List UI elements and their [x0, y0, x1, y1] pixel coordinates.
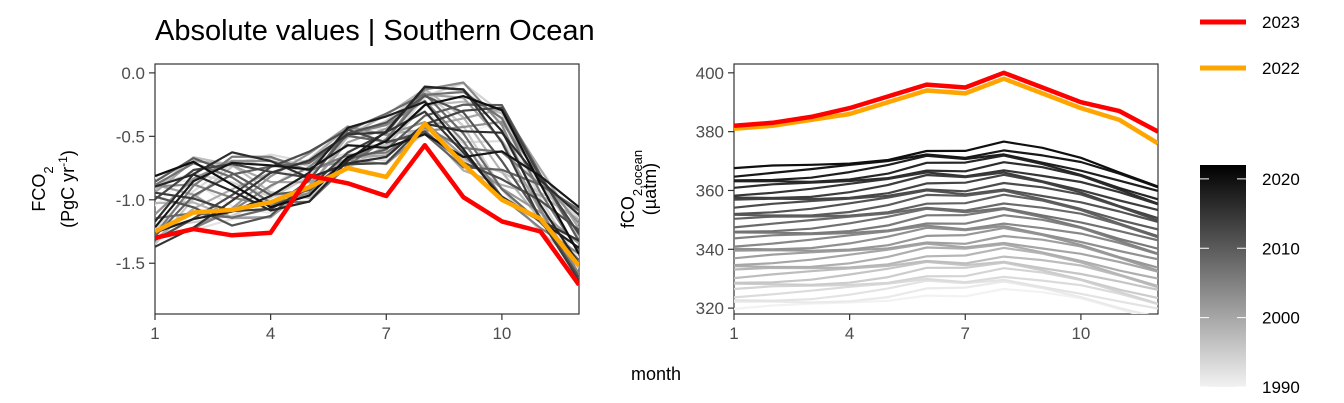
- right-y-tick-label: 320: [696, 299, 724, 318]
- legend-label-2022: 2022: [1262, 59, 1300, 78]
- left-series-line-2022: [155, 121, 579, 268]
- chart-title: Absolute values | Southern Ocean: [155, 15, 595, 47]
- left-x-tick-label: 1: [150, 324, 159, 343]
- colorbar-gradient: [1200, 165, 1246, 387]
- left-x-tick-label: 7: [382, 324, 391, 343]
- right-series-line-2010: [734, 189, 1158, 231]
- right-y-tick-label: 360: [696, 181, 724, 200]
- left-series-line-2010: [155, 103, 579, 242]
- right-series-line-1993: [734, 275, 1158, 306]
- left-ylabel: FCO2: [29, 166, 56, 211]
- right-y-tick-label: 400: [696, 64, 724, 83]
- right-series-line-2023: [734, 70, 1158, 134]
- right-series-line-1997: [734, 255, 1158, 289]
- left-series-line-2012: [155, 128, 579, 241]
- right-series-line-2022: [734, 76, 1158, 146]
- left-x-tick-label: 10: [492, 324, 511, 343]
- right-series-line-1991: [734, 280, 1150, 314]
- right-series-line-1992: [734, 278, 1158, 310]
- colorbar-tick-label: 2010: [1262, 239, 1300, 258]
- left-x-tick-label: 4: [266, 324, 275, 343]
- colorbar-tick-label: 1990: [1262, 378, 1300, 397]
- left-series-line-2020: [155, 95, 579, 255]
- left-y-tick-label: -1.5: [116, 254, 145, 273]
- right-series-line-2015: [734, 169, 1158, 206]
- right-x-tick-label: 4: [845, 324, 854, 343]
- right-series-line-1990: [734, 287, 1140, 314]
- right-y-tick-label: 380: [696, 123, 724, 142]
- left-y-tick-label: -1.0: [116, 191, 145, 210]
- right-series-line-2018: [734, 153, 1158, 192]
- right-x-tick-label: 7: [961, 324, 970, 343]
- right-ylabel-units: (µatm): [640, 163, 660, 215]
- colorbar-tick-label: 2020: [1262, 170, 1300, 189]
- left-series-line-2019: [155, 133, 579, 229]
- right-series-line-2013: [734, 173, 1158, 220]
- left-panel: 1 4 7 10 0.0 -0.5 -1.0 -1.5 FCO2 (PgC yr-1): [29, 63, 580, 343]
- x-axis-title: month: [631, 364, 681, 384]
- left-y-tick-label: -0.5: [116, 127, 145, 146]
- left-series-line-1991: [155, 88, 579, 276]
- right-series-line-2017: [734, 154, 1158, 201]
- right-series-line-2014: [734, 171, 1158, 212]
- left-y-tick-label: 0.0: [121, 64, 145, 83]
- left-ylabel-units: (PgC yr-1): [56, 150, 78, 228]
- right-ylabel: fCO2,ocean: [618, 150, 645, 228]
- right-series-line-2004: [734, 222, 1158, 256]
- legend-label-2023: 2023: [1262, 13, 1300, 32]
- right-panel-border: [733, 63, 1159, 315]
- right-series-line-2002: [734, 227, 1158, 269]
- right-series-line-1995: [734, 261, 1158, 300]
- right-series-line-2012: [734, 181, 1158, 222]
- right-series-line-2007: [734, 207, 1158, 242]
- right-series-line-2019: [734, 149, 1158, 189]
- right-series-line-2003: [734, 225, 1158, 261]
- colorbar-legend: 2020 2010 2000 1990: [1200, 165, 1300, 397]
- right-x-tick-label: 1: [729, 324, 738, 343]
- right-series-line-2001: [734, 234, 1158, 272]
- right-panel: 1 4 7 10 320 340 360 380 400 fCO2,ocean (µatm): [618, 63, 1159, 343]
- left-series-line-2011: [155, 94, 579, 278]
- right-x-tick-label: 10: [1071, 324, 1090, 343]
- left-series-line-2014: [155, 86, 579, 281]
- right-series-line-2006: [734, 207, 1158, 250]
- left-series-line-2023: [155, 142, 579, 287]
- left-series-line-2007: [155, 90, 579, 253]
- colorbar-tick-label: 2000: [1262, 309, 1300, 328]
- right-series-line-1994: [734, 267, 1158, 305]
- right-series-line-2000: [734, 241, 1158, 273]
- right-y-tick-label: 340: [696, 240, 724, 259]
- right-series-line-2020: [734, 140, 1158, 188]
- right-series-line-1996: [734, 260, 1158, 291]
- right-series-line-1998: [734, 246, 1158, 288]
- line-legend: 2023 2022: [1200, 13, 1300, 78]
- left-series-line-2016: [155, 122, 579, 223]
- right-series-line-2011: [734, 188, 1158, 224]
- right-series-line-2008: [734, 202, 1158, 239]
- right-series-line-1999: [734, 243, 1158, 280]
